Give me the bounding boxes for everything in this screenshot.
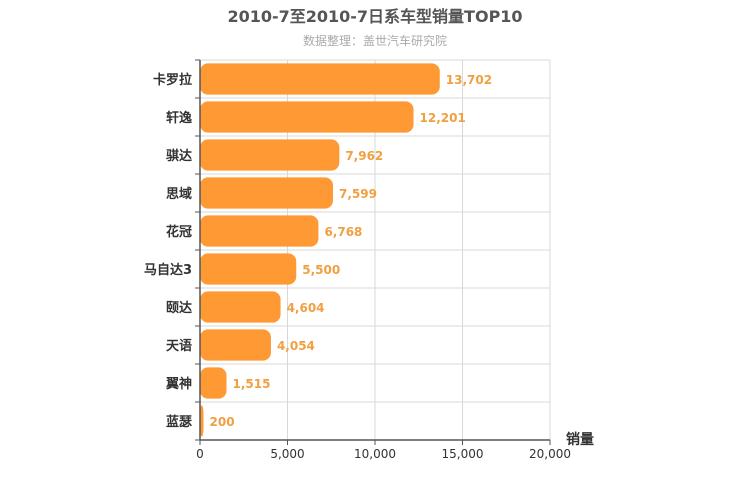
bar — [200, 329, 271, 361]
category-label: 轩逸 — [166, 110, 192, 126]
data-label: 7,962 — [345, 149, 383, 163]
category-label: 思域 — [166, 186, 192, 202]
bar — [200, 63, 440, 95]
data-label: 12,201 — [420, 111, 466, 125]
bar — [200, 291, 281, 323]
bar — [200, 101, 414, 133]
data-label: 4,604 — [287, 301, 325, 315]
bar — [200, 139, 340, 171]
data-label: 7,599 — [339, 187, 377, 201]
bar — [200, 405, 204, 437]
x-tick-label: 5,000 — [270, 447, 304, 461]
category-label: 马自达3 — [144, 262, 192, 278]
chart-title: 2010-7至2010-7日系车型销量TOP10 — [227, 7, 522, 26]
bar — [200, 253, 297, 285]
labels: 卡罗拉 13,702 轩逸 12,201 骐达 7,962 思域 7,599 花冠 6,768 马自… — [144, 72, 492, 430]
data-label: 6,768 — [324, 225, 362, 239]
category-label: 颐达 — [166, 300, 192, 316]
x-tick-label: 15,000 — [442, 447, 484, 461]
x-tick-label: 10,000 — [354, 447, 396, 461]
data-label: 5,500 — [302, 263, 340, 277]
data-label: 4,054 — [277, 339, 315, 353]
x-tick-label: 20,000 — [529, 447, 571, 461]
bar — [200, 177, 333, 209]
x-tick-label: 0 — [196, 447, 204, 461]
bar — [200, 367, 227, 399]
category-label: 天语 — [166, 339, 192, 354]
category-label: 骐达 — [166, 148, 192, 164]
data-label: 13,702 — [446, 73, 492, 87]
category-label: 蓝瑟 — [166, 414, 192, 430]
data-label: 200 — [210, 415, 235, 429]
bars — [200, 63, 440, 437]
data-label: 1,515 — [233, 377, 271, 391]
x-axis-title: 销量 — [566, 431, 594, 448]
category-label: 卡罗拉 — [153, 72, 192, 88]
grid-lines — [200, 59, 551, 441]
chart-subtitle: 数据整理：盖世汽车研究院 — [303, 33, 447, 48]
axes: 0 5,000 10,000 15,000 20,000 — [195, 59, 571, 461]
bar — [200, 215, 319, 247]
category-label: 花冠 — [166, 224, 192, 240]
category-label: 翼神 — [165, 376, 192, 392]
